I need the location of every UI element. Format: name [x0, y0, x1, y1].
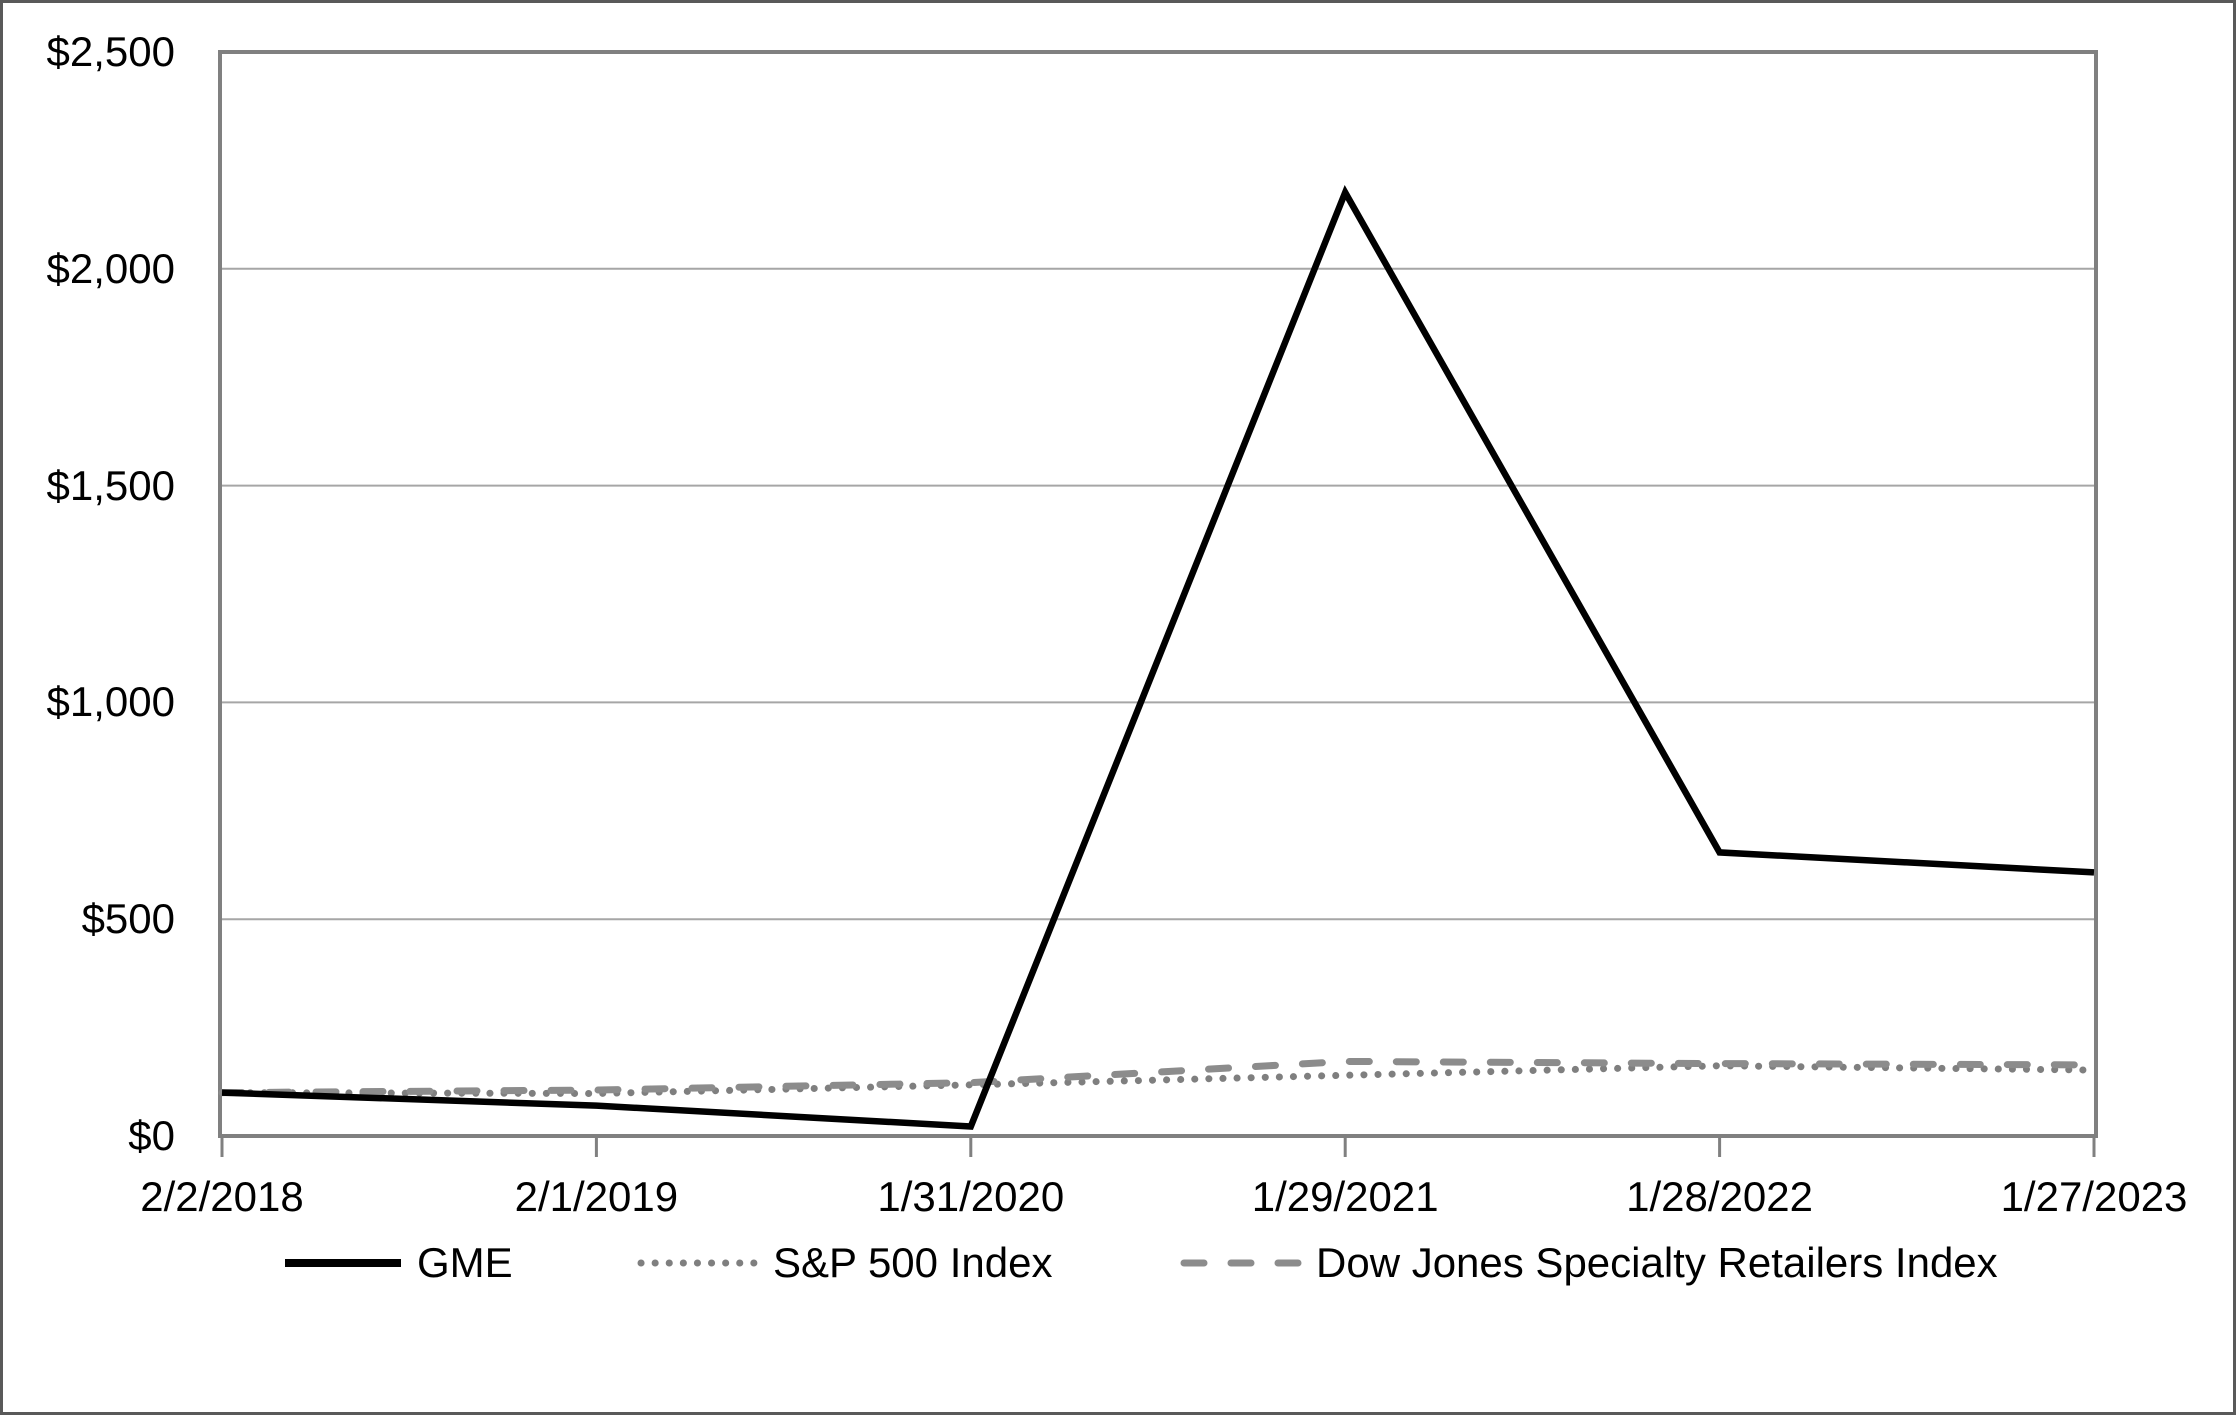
legend-swatch-solid-line: [285, 1259, 401, 1267]
y-axis-tick-label: $1,000: [46, 678, 175, 726]
x-axis-tick-label: 1/29/2021: [1251, 1173, 1439, 1220]
legend-swatch-dotted-line: [637, 1259, 761, 1267]
legend-label: GME: [417, 1239, 513, 1286]
legend-swatch-dashed-line: [1180, 1259, 1304, 1267]
series-line-gme: [221, 185, 2095, 1130]
x-axis-tick-label: 1/28/2022: [1626, 1173, 1814, 1220]
x-axis-tick-label: 1/31/2020: [877, 1173, 1065, 1220]
y-axis-tick-label: $2,500: [46, 28, 175, 75]
series-line-s-p-500-index: [218, 1062, 2098, 1098]
x-axis-tick-label: 1/27/2023: [2000, 1173, 2188, 1220]
plot-border: [218, 50, 2098, 1138]
legend-item: S&P 500 Index: [637, 1237, 1052, 1289]
x-axis-tick-label: 2/1/2019: [514, 1173, 679, 1220]
legend-label: S&P 500 Index: [773, 1239, 1053, 1286]
y-axis-tick-label: $0: [128, 1112, 175, 1159]
legend-label: Dow Jones Specialty Retailers Index: [1316, 1239, 1998, 1286]
series-line-dow-jones-specialty-retailers-index: [218, 1057, 2098, 1097]
plot-area: [218, 50, 2098, 1157]
legend-item: GME: [281, 1237, 513, 1289]
x-axis-tick-label: 2/2/2018: [140, 1173, 304, 1220]
y-axis-tick-label: $2,000: [46, 244, 175, 292]
y-axis-tick-label: $1,500: [46, 461, 175, 509]
legend-item: Dow Jones Specialty Retailers Index: [1180, 1237, 1998, 1289]
y-axis-tick-label: $500: [81, 895, 175, 943]
